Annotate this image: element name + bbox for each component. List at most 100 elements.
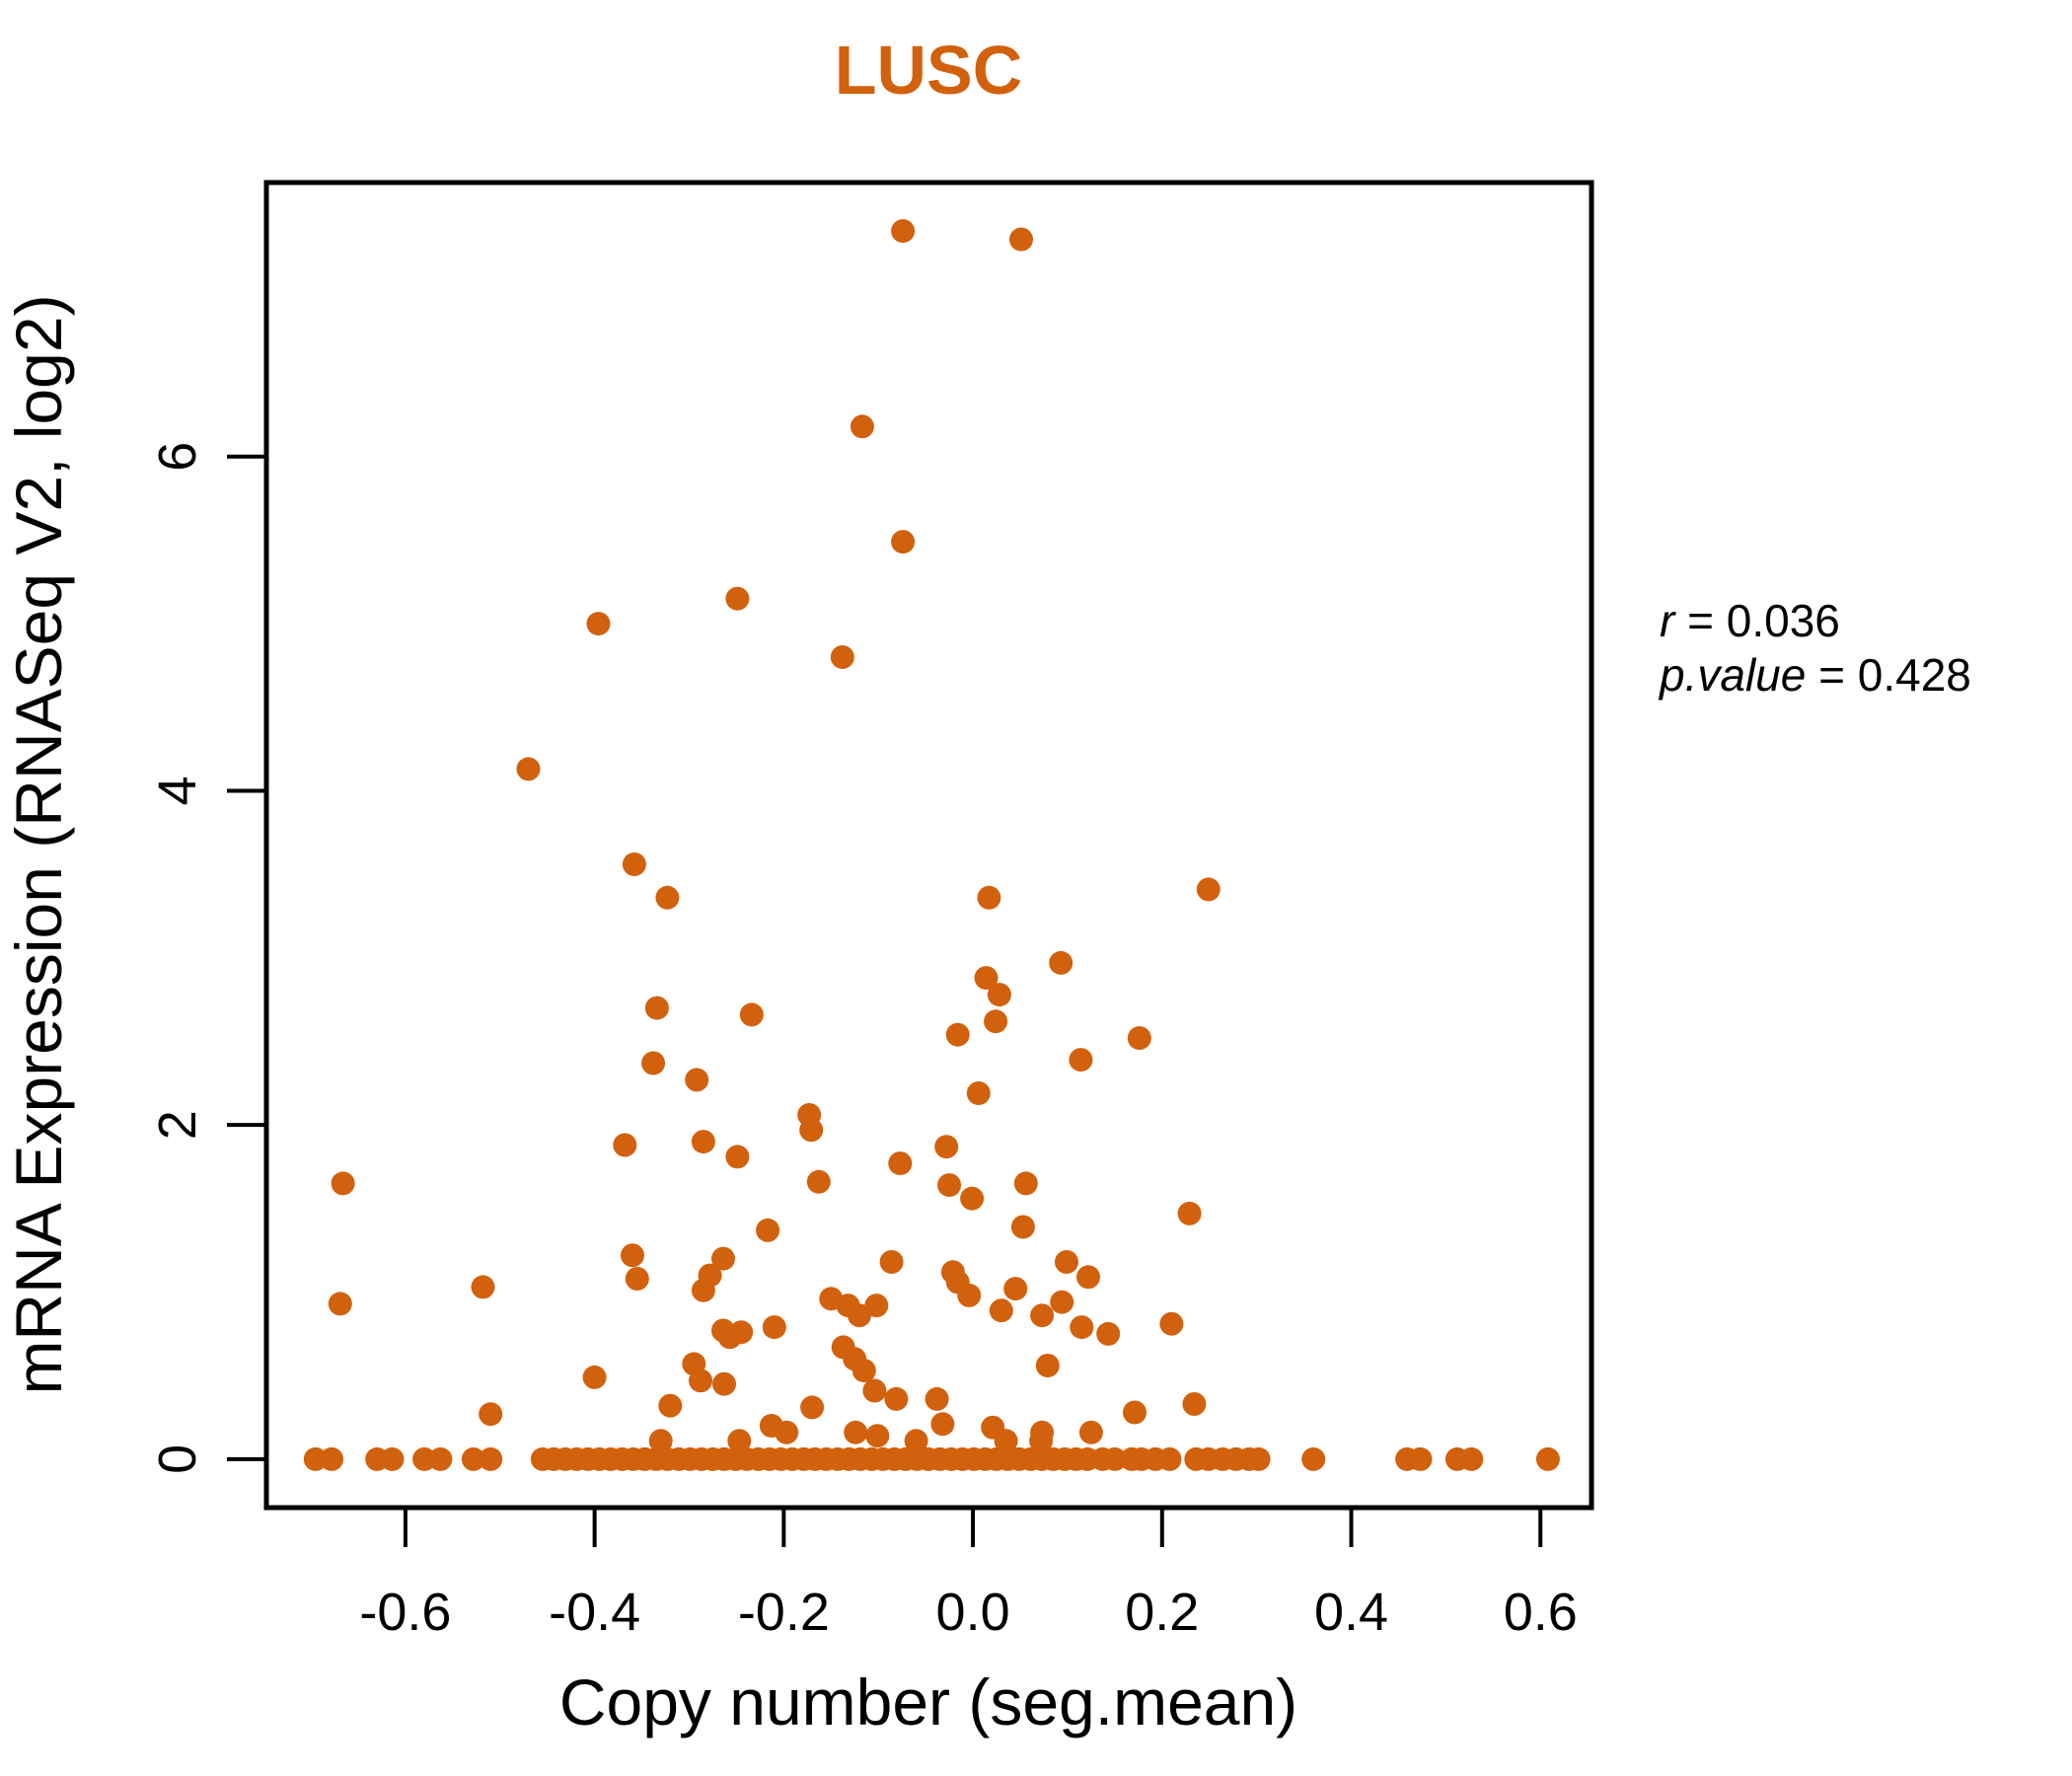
data-point bbox=[586, 612, 611, 636]
data-point bbox=[937, 1173, 962, 1198]
data-point bbox=[865, 1424, 890, 1448]
data-point bbox=[725, 1145, 750, 1169]
data-point bbox=[891, 219, 916, 244]
x-tick-label: -0.2 bbox=[738, 1583, 830, 1642]
scatter-points bbox=[303, 219, 1560, 1471]
data-point bbox=[1127, 1026, 1151, 1051]
data-point bbox=[1050, 1290, 1074, 1314]
pvalue-value: = 0.428 bbox=[1806, 649, 1971, 701]
data-point bbox=[1055, 1250, 1078, 1274]
data-point bbox=[1069, 1048, 1093, 1073]
data-point bbox=[960, 1186, 985, 1211]
data-point bbox=[1030, 1303, 1055, 1328]
data-point bbox=[1070, 1315, 1094, 1340]
data-point bbox=[884, 1386, 909, 1411]
data-point bbox=[1408, 1446, 1433, 1471]
x-axis-label: Copy number (seg.mean) bbox=[559, 1665, 1297, 1739]
data-point bbox=[725, 586, 750, 611]
data-point bbox=[471, 1275, 495, 1299]
data-point bbox=[945, 1022, 970, 1047]
plot-area: -0.6 -0.4 -0.2 0.0 0.2 0.4 0.6 0 2 4 6 bbox=[148, 180, 1594, 1642]
data-point bbox=[479, 1402, 503, 1427]
data-point bbox=[648, 1429, 673, 1453]
data-point bbox=[717, 1325, 742, 1350]
data-point bbox=[641, 1051, 666, 1075]
data-point bbox=[934, 1135, 959, 1159]
r-symbol: r bbox=[1660, 595, 1676, 646]
data-point bbox=[1035, 1354, 1060, 1377]
data-point bbox=[691, 1130, 715, 1154]
data-point bbox=[1049, 950, 1073, 975]
data-point bbox=[957, 1283, 982, 1307]
data-point bbox=[977, 885, 1001, 910]
data-point bbox=[966, 1081, 991, 1105]
y-tick-label: 0 bbox=[148, 1444, 207, 1474]
data-point bbox=[331, 1171, 355, 1196]
data-point bbox=[613, 1133, 637, 1157]
data-point bbox=[1159, 1311, 1184, 1336]
data-point bbox=[1196, 877, 1221, 902]
data-point bbox=[428, 1446, 453, 1471]
data-point bbox=[1301, 1446, 1326, 1471]
plot-border bbox=[263, 180, 1594, 1511]
data-point bbox=[1078, 1420, 1103, 1444]
y-axis-ticks: 0 2 4 6 bbox=[148, 442, 266, 1474]
data-point bbox=[864, 1294, 889, 1318]
x-tick-label: 0.0 bbox=[936, 1583, 1010, 1642]
x-tick-label: 0.4 bbox=[1314, 1583, 1388, 1642]
data-point bbox=[1003, 1277, 1028, 1301]
data-point bbox=[658, 1393, 683, 1418]
data-point bbox=[1076, 1265, 1100, 1290]
pvalue-symbol: p.value bbox=[1658, 649, 1806, 701]
data-point bbox=[987, 983, 1011, 1007]
data-point bbox=[904, 1429, 928, 1453]
data-point bbox=[739, 1002, 764, 1027]
data-point bbox=[582, 1365, 607, 1389]
x-tick-label: 0.6 bbox=[1504, 1583, 1578, 1642]
data-point bbox=[1177, 1201, 1202, 1225]
data-point bbox=[830, 645, 854, 669]
chart-title: LUSC bbox=[835, 32, 1023, 109]
data-point bbox=[625, 1267, 649, 1291]
data-point bbox=[756, 1218, 780, 1242]
y-axis-label: mRNA Expression (RNASeq V2, log2) bbox=[2, 294, 75, 1394]
data-point bbox=[850, 414, 874, 439]
data-point bbox=[806, 1169, 831, 1194]
data-point bbox=[974, 966, 999, 991]
data-point bbox=[328, 1292, 352, 1316]
y-tick-label: 2 bbox=[148, 1110, 207, 1140]
data-point bbox=[320, 1446, 344, 1471]
data-point bbox=[800, 1395, 825, 1420]
data-point bbox=[711, 1246, 735, 1271]
data-point bbox=[989, 1298, 1013, 1323]
data-point bbox=[727, 1429, 752, 1453]
data-point bbox=[655, 885, 680, 910]
y-tick-label: 4 bbox=[148, 776, 207, 805]
data-point bbox=[685, 1068, 709, 1092]
correlation-annotation-pvalue: p.value = 0.428 bbox=[1658, 649, 1971, 701]
data-point bbox=[762, 1315, 786, 1340]
data-point bbox=[1096, 1321, 1121, 1346]
data-point bbox=[689, 1369, 712, 1393]
data-point bbox=[879, 1250, 904, 1274]
data-point bbox=[622, 852, 646, 876]
data-point bbox=[1459, 1446, 1484, 1471]
x-axis-ticks: -0.6 -0.4 -0.2 0.0 0.2 0.4 0.6 bbox=[359, 1508, 1578, 1642]
data-point bbox=[1123, 1400, 1147, 1425]
data-point bbox=[930, 1412, 955, 1437]
data-point bbox=[888, 1151, 913, 1176]
data-point bbox=[994, 1429, 1018, 1453]
data-point bbox=[1010, 1215, 1035, 1239]
data-point bbox=[799, 1118, 824, 1143]
data-point bbox=[925, 1386, 949, 1411]
data-point bbox=[984, 1009, 1008, 1034]
data-point bbox=[1246, 1446, 1271, 1471]
data-point bbox=[1182, 1392, 1207, 1416]
data-point bbox=[1009, 227, 1033, 252]
y-tick-label: 6 bbox=[148, 442, 207, 472]
data-point bbox=[1102, 1446, 1127, 1471]
data-point bbox=[479, 1446, 503, 1471]
data-point bbox=[516, 757, 541, 781]
